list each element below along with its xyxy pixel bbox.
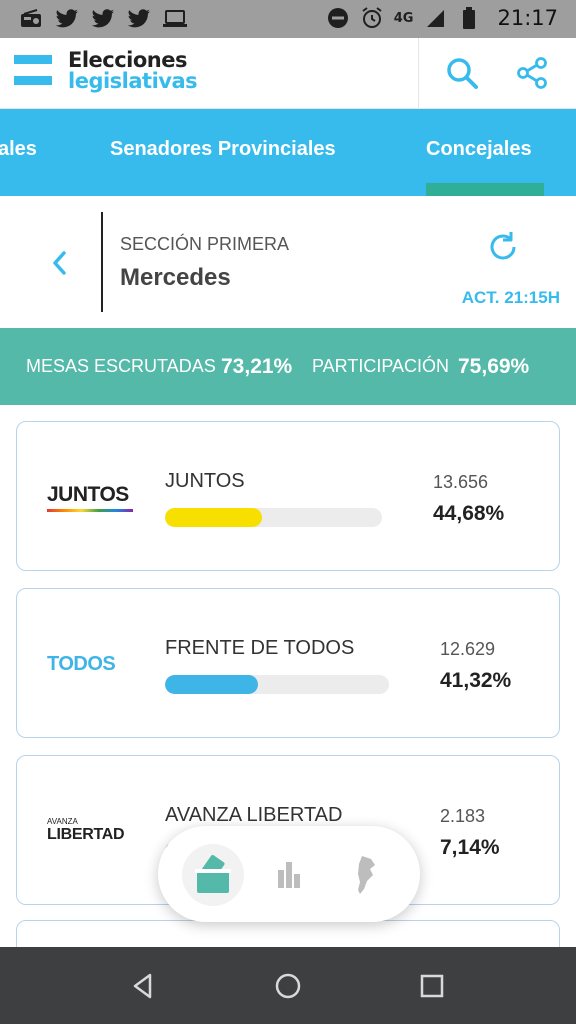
result-card-frente-de-todos[interactable]: TODOS FRENTE DE TODOS 12.629 41,32% [16,588,560,738]
refresh-icon [490,232,516,260]
share-icon [517,57,547,89]
todos-logo: TODOS [47,644,147,684]
flag-logo-icon [14,55,52,89]
vote-bar-fill [165,675,258,694]
alarm-icon [360,6,384,30]
ballot-icon [195,855,231,893]
active-tab-indicator [426,183,544,196]
avanza-logo-small-text: AVANZA [47,817,78,826]
juntos-logo-text: JUNTOS [47,482,129,506]
vote-percent: 41,32% [440,669,512,692]
chevron-left-icon [53,251,66,275]
vote-count: 13.656 [433,472,489,492]
share-button[interactable] [514,55,550,91]
argentina-map-icon [358,856,375,894]
app-header: Elecciones legislativas [0,38,576,109]
network-type: 4G [393,10,414,26]
nav-recents-button[interactable] [415,969,449,1003]
twitter-icon [54,6,80,32]
search-button[interactable] [444,55,480,91]
vote-bar [165,675,389,694]
district-name: Mercedes [120,264,231,291]
avanza-libertad-logo: AVANZA LIBERTAD [47,811,147,851]
libertad-logo-text: LIBERTAD [47,826,125,843]
participacion-value: 75,69% [458,355,530,378]
vote-percent: 7,14% [440,836,500,859]
vote-bar-fill [165,508,262,527]
nav-map[interactable] [334,844,396,906]
radio-icon [18,6,44,32]
header-divider [418,38,419,109]
tab-senadores-provinciales[interactable]: Senadores Provinciales [110,138,336,160]
mesas-value: 73,21% [221,355,293,378]
party-name: FRENTE DE TODOS [165,637,355,659]
system-icons: 4G 21:17 [326,6,558,30]
refresh-button[interactable] [484,228,522,266]
app-title-line1: Elecciones [68,48,188,72]
party-name: AVANZA LIBERTAD [165,804,343,826]
vote-percent: 44,68% [433,502,505,525]
app-title-line2: legislativas [68,69,198,93]
recents-square-icon [420,974,444,998]
bar-chart-icon [278,862,300,888]
search-icon [447,58,478,89]
juntos-logo: JUNTOS [47,477,147,517]
signal-icon [423,6,447,30]
android-nav-bar [0,947,576,1024]
home-circle-icon [275,973,301,999]
nav-ballot[interactable] [182,844,244,906]
result-card-partial[interactable] [16,920,560,947]
vote-bar [165,508,382,527]
status-bar: 4G 21:17 [0,0,576,38]
tab-partial[interactable]: ales [0,138,37,160]
vote-count: 2.183 [440,806,486,826]
vote-count: 12.629 [440,639,496,659]
todos-logo-text: TODOS [47,652,116,675]
battery-icon [457,6,481,30]
notification-icons [18,6,188,32]
twitter-icon [126,6,152,32]
back-triangle-icon [133,973,152,999]
party-name: JUNTOS [165,470,245,492]
mesas-label: MESAS ESCRUTADAS [26,356,216,376]
bottom-nav [158,826,420,922]
clock: 21:17 [497,6,558,30]
section-label: SECCIÓN PRIMERA [120,234,290,254]
laptop-icon [162,6,188,32]
category-tabs: ales Senadores Provinciales Concejales [0,109,576,196]
do-not-disturb-icon [326,6,350,30]
app-title: Elecciones legislativas [68,48,198,93]
stats-band: MESAS ESCRUTADAS 73,21% PARTICIPACIÓN 75… [0,328,576,405]
section-header: SECCIÓN PRIMERA Mercedes ACT. 21:15H [0,196,576,328]
results-list: JUNTOS JUNTOS 13.656 44,68% TODOS FRENTE… [0,405,576,947]
tab-concejales[interactable]: Concejales [426,138,532,160]
back-button[interactable] [44,248,74,278]
participacion-label: PARTICIPACIÓN [312,356,450,376]
nav-results-chart[interactable] [258,844,320,906]
nav-home-button[interactable] [271,969,305,1003]
section-divider [101,212,103,312]
nav-back-button[interactable] [126,969,160,1003]
twitter-icon [90,6,116,32]
result-card-juntos[interactable]: JUNTOS JUNTOS 13.656 44,68% [16,421,560,571]
last-updated: ACT. 21:15H [461,288,560,307]
